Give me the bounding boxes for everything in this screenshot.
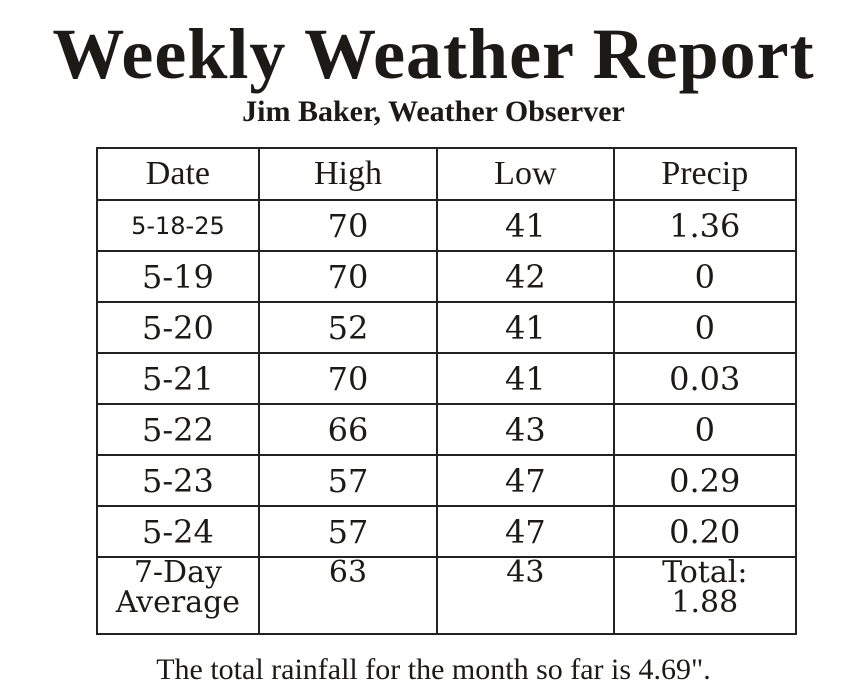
table-cell: 0.03 bbox=[612, 352, 798, 405]
table-cell: 70 bbox=[257, 352, 439, 405]
table-cell: 7-Day Average bbox=[96, 556, 260, 635]
table-cell: 70 bbox=[257, 250, 439, 303]
table-cell: 57 bbox=[257, 454, 439, 507]
table-cell: 47 bbox=[436, 454, 615, 507]
column-header: Precip bbox=[612, 147, 798, 201]
table-row: 5-24 57 47 0.20 bbox=[96, 505, 798, 558]
column-header: High bbox=[257, 147, 439, 201]
table-cell: 0 bbox=[612, 301, 798, 354]
column-header: Date bbox=[96, 147, 260, 201]
table-cell: 5-20 bbox=[96, 301, 260, 354]
table-cell: 70 bbox=[257, 199, 439, 252]
table-cell: 5-21 bbox=[96, 352, 260, 405]
table-cell: 0 bbox=[612, 250, 798, 303]
table-cell: 41 bbox=[436, 199, 615, 252]
table-row: 5-21 70 41 0.03 bbox=[96, 352, 798, 405]
table-cell: 57 bbox=[257, 505, 439, 558]
table-cell: 43 bbox=[436, 403, 615, 456]
table-cell: 5-22 bbox=[96, 403, 260, 456]
table-cell: 63 bbox=[257, 556, 439, 635]
table-cell: Total: 1.88 bbox=[612, 556, 798, 635]
table-row: 5-22 66 43 0 bbox=[96, 403, 798, 456]
title: Weekly Weather Report bbox=[52, 14, 815, 94]
header-row: Date High Low Precip bbox=[96, 147, 798, 201]
table-row: 5-19 70 42 0 bbox=[96, 250, 798, 303]
table-cell: 0.20 bbox=[612, 505, 798, 558]
table-cell: 5-18-25 bbox=[96, 199, 260, 252]
table-row: 5-18-25 70 41 1.36 bbox=[96, 199, 798, 252]
table-cell: 41 bbox=[436, 352, 615, 405]
table-cell: 66 bbox=[257, 403, 439, 456]
table-body: 5-18-25 70 41 1.36 5-19 70 42 0 5-20 52 41 0 5-21 70 4… bbox=[96, 199, 798, 635]
table-cell: 5-24 bbox=[96, 505, 260, 558]
table-cell: 52 bbox=[257, 301, 439, 354]
table-cell: 1.36 bbox=[612, 199, 798, 252]
table-cell: 42 bbox=[436, 250, 615, 303]
table-cell: 47 bbox=[436, 505, 615, 558]
column-header: Low bbox=[436, 147, 615, 201]
table-row: 5-23 57 47 0.29 bbox=[96, 454, 798, 507]
weather-table: Date High Low Precip 5-18-25 70 41 1.36 5-19 70 4… bbox=[96, 147, 798, 635]
table-cell: 41 bbox=[436, 301, 615, 354]
footer-note: The total rainfall for the month so far … bbox=[156, 653, 711, 686]
table-cell: 5-23 bbox=[96, 454, 260, 507]
table-cell: 0.29 bbox=[612, 454, 798, 507]
table-cell: 43 bbox=[436, 556, 615, 635]
subtitle: Jim Baker, Weather Observer bbox=[242, 95, 625, 128]
table-cell: 5-19 bbox=[96, 250, 260, 303]
table-row: 5-20 52 41 0 bbox=[96, 301, 798, 354]
table-cell: 0 bbox=[612, 403, 798, 456]
table-row: 7-Day Average 63 43 Total: 1.88 bbox=[96, 556, 798, 635]
